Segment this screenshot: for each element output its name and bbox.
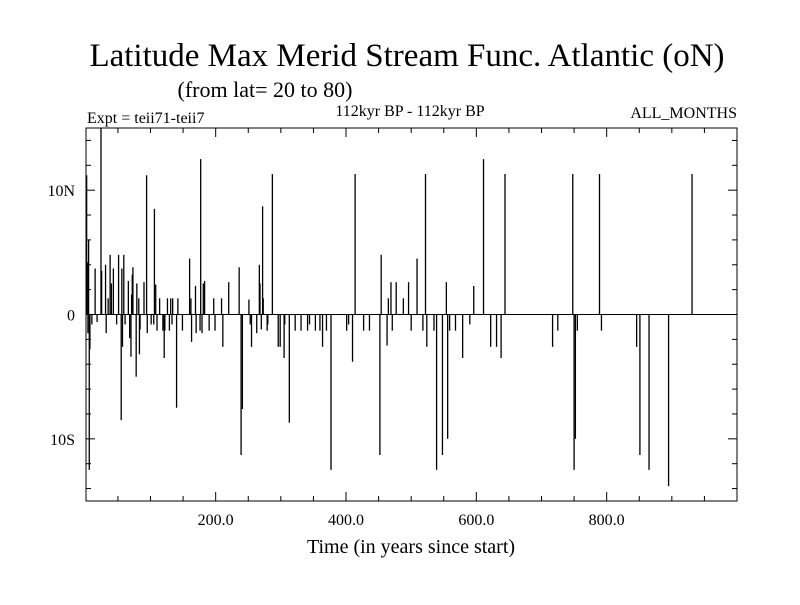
x-tick-label: 400.0 (328, 512, 364, 529)
x-tick-label: 200.0 (198, 512, 234, 529)
experiment-label: Expt = teii71-teii7 (87, 110, 204, 127)
y-tick-label: 0 (67, 308, 75, 325)
y-tick-label: 10N (47, 183, 75, 200)
chart-title: Latitude Max Merid Stream Func. Atlantic… (89, 38, 724, 74)
x-axis-label: Time (in years since start) (307, 536, 515, 558)
series-bars (86, 128, 693, 487)
y-tick-label: 10S (50, 432, 75, 449)
axis-tick-labels: 200.0 400.0 600.0 800.0 10N 0 10S (47, 183, 624, 529)
period-label: 112kyr BP - 112kyr BP (335, 103, 484, 120)
chart-subtitle: (from lat= 20 to 80) (178, 77, 353, 102)
months-label: ALL_MONTHS (630, 105, 737, 122)
plot-frame (85, 127, 738, 502)
x-tick-label: 800.0 (589, 512, 625, 529)
axis-ticks (86, 128, 737, 501)
x-tick-label: 600.0 (458, 512, 494, 529)
